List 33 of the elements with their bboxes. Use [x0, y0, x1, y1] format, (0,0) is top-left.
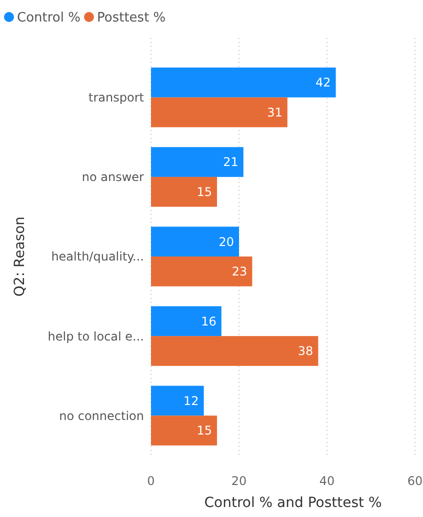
data-label: 16 [201, 314, 216, 328]
y-axis-title: Q2: Reason [12, 216, 28, 297]
data-label: 21 [223, 155, 238, 170]
bar [151, 147, 244, 177]
bar [151, 336, 318, 366]
bar [151, 306, 222, 336]
y-tick-label: no answer [82, 170, 144, 184]
bar [151, 176, 217, 207]
bar [151, 416, 217, 446]
y-tick-label: help to local e... [48, 329, 144, 344]
bar [151, 256, 252, 286]
data-label: 38 [298, 344, 314, 358]
y-tick-label: transport [88, 90, 144, 105]
data-label: 42 [316, 76, 331, 90]
y-tick-label: no connection [59, 408, 144, 423]
legend-label: Posttest % [97, 10, 166, 26]
x-tick-label: 60 [407, 474, 423, 488]
x-tick-label: 0 [147, 474, 155, 488]
bar [151, 97, 288, 128]
y-tick-label: health/quality... [51, 250, 144, 264]
data-label: 15 [196, 424, 212, 438]
x-tick-label: 40 [319, 474, 335, 488]
bar [151, 386, 204, 416]
data-label: 20 [218, 234, 234, 249]
x-tick-label: 20 [231, 474, 247, 488]
legend-label: Control % [17, 10, 80, 26]
data-label: 31 [267, 106, 282, 120]
bar [151, 226, 239, 256]
data-label: 23 [232, 264, 248, 279]
x-axis-title: Control % and Posttest % [204, 495, 382, 511]
data-label: 15 [196, 185, 212, 200]
data-label: 12 [184, 394, 199, 408]
bar [151, 68, 336, 98]
